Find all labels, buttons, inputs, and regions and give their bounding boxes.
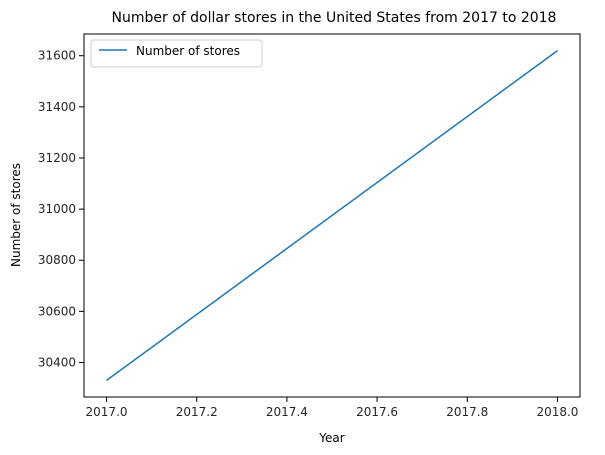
x-tick-label: 2017.8 — [446, 405, 488, 419]
plot-frame — [83, 33, 581, 398]
legend: Number of stores — [90, 39, 263, 68]
y-tick-label: 31600 — [38, 49, 76, 63]
y-axis-label: Number of stores — [9, 163, 23, 267]
x-axis-label: Year — [318, 431, 344, 445]
y-tick-label: 30600 — [38, 304, 76, 318]
chart-title: Number of dollar stores in the United St… — [112, 10, 557, 26]
y-tick-label: 30400 — [38, 355, 76, 369]
y-tick-label: 31000 — [38, 202, 76, 216]
x-tick-label: 2017.4 — [266, 405, 308, 419]
series-layer — [106, 49, 558, 382]
series-line-number-of-stores — [106, 49, 558, 382]
y-tick-label: 31400 — [38, 100, 76, 114]
x-tick-label: 2017.6 — [356, 405, 398, 419]
y-axis: 30400 30600 30800 31000 31200 31400 31600 — [38, 49, 84, 369]
x-tick-label: 2018.0 — [536, 405, 578, 419]
x-tick-label: 2017.2 — [176, 405, 218, 419]
legend-label-number-of-stores: Number of stores — [136, 44, 240, 58]
x-axis: 2017.0 2017.2 2017.4 2017.6 2017.8 2018.0 — [86, 397, 578, 419]
y-tick-label: 31200 — [38, 151, 76, 165]
legend-box — [90, 39, 263, 68]
x-tick-label: 2017.0 — [86, 405, 128, 419]
y-tick-label: 30800 — [38, 253, 76, 267]
